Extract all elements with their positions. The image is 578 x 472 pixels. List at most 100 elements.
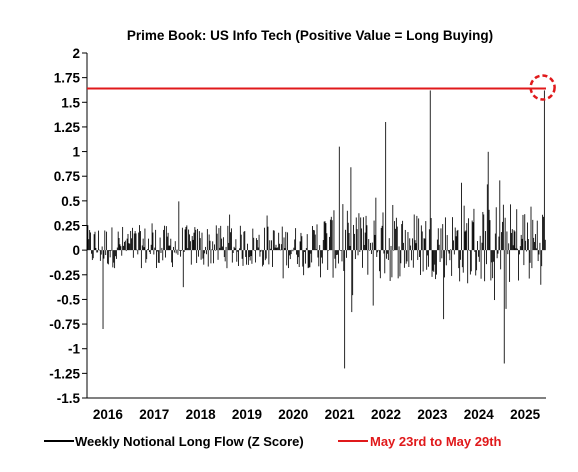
bar: [326, 233, 328, 251]
x-axis: 2016 2017 2018 2019 2020 2021 2022 2023 2024 2025: [87, 397, 546, 422]
bar: [304, 250, 305, 253]
bar: [255, 238, 257, 251]
bar: [251, 250, 253, 264]
bar: [399, 250, 401, 277]
bar: [148, 250, 150, 253]
bar: [388, 238, 390, 251]
bar: [363, 244, 365, 251]
bar: [134, 231, 136, 251]
bar: [219, 247, 221, 251]
bar: [216, 233, 218, 251]
bar: [395, 217, 397, 251]
bar: [316, 224, 318, 251]
bar: [447, 250, 449, 252]
bar: [392, 204, 394, 251]
bar: [214, 250, 216, 251]
x-tick-label: 2023: [417, 407, 448, 422]
bar: [223, 250, 225, 258]
bar: [468, 218, 470, 251]
bar: [460, 250, 461, 260]
bar: [124, 241, 125, 251]
bar: [354, 233, 355, 251]
bar: [89, 230, 91, 251]
bar: [352, 250, 354, 296]
bar: [351, 250, 353, 313]
x-tick-label: 2016: [93, 407, 124, 422]
bar: [142, 238, 144, 251]
bar: [296, 250, 297, 255]
bar: [199, 238, 201, 251]
bar: [464, 231, 466, 251]
bar: [314, 234, 316, 251]
bar: [197, 228, 198, 251]
bar: [530, 206, 532, 251]
bar: [116, 247, 118, 251]
bar: [478, 250, 480, 262]
bar: [105, 250, 107, 256]
bar: [436, 239, 438, 251]
bar: [261, 249, 263, 251]
bar: [218, 228, 220, 251]
bar: [536, 220, 538, 251]
bar: [248, 250, 250, 258]
bar: [286, 250, 288, 266]
bar: [532, 219, 534, 251]
bar: [354, 250, 356, 260]
bar: [144, 228, 146, 251]
bar: [377, 250, 379, 253]
bar: [420, 250, 421, 275]
bar: [302, 250, 304, 267]
bar: [379, 250, 381, 279]
bar: [235, 239, 237, 251]
bar: [225, 246, 227, 251]
bar: [494, 233, 496, 251]
bar: [488, 209, 490, 251]
bar: [358, 213, 360, 251]
bar: [126, 238, 128, 251]
bar: [495, 207, 497, 251]
bar: [289, 250, 291, 260]
bar: [257, 247, 259, 251]
bar: [329, 219, 331, 251]
y-tick-label: 0.5: [61, 194, 80, 209]
bar: [450, 249, 452, 251]
bar: [99, 250, 101, 261]
bar: [288, 250, 289, 269]
bar: [340, 250, 342, 251]
bar: [449, 250, 451, 261]
bar: [176, 249, 178, 251]
bar: [184, 229, 186, 251]
bar: [341, 250, 343, 262]
bar: [346, 210, 348, 251]
bar: [397, 250, 399, 279]
legend-label-may: May 23rd to May 29th: [370, 434, 502, 449]
bar: [156, 250, 158, 252]
bar: [459, 250, 461, 282]
bar: [505, 250, 507, 309]
bar: [518, 250, 520, 255]
bar: [256, 239, 258, 251]
bar: [215, 225, 217, 251]
bar: [255, 250, 256, 263]
bar: [146, 250, 148, 260]
bar: [437, 228, 439, 251]
bar: [461, 182, 462, 251]
bar: [410, 245, 412, 251]
bar: [411, 238, 413, 251]
bar: [436, 250, 437, 275]
bar: [382, 212, 384, 251]
x-tick-label: 2024: [464, 407, 495, 422]
bar: [315, 249, 317, 251]
bar: [510, 204, 511, 251]
bar: [117, 231, 119, 251]
bar: [541, 250, 543, 267]
bar: [239, 248, 240, 251]
bar: [222, 237, 224, 251]
bar: [121, 250, 123, 256]
bar: [113, 250, 115, 263]
bar: [321, 250, 323, 264]
y-tick-label: 0.75: [54, 169, 81, 184]
bar: [491, 250, 493, 263]
bar: [200, 250, 202, 260]
bar: [91, 250, 93, 261]
